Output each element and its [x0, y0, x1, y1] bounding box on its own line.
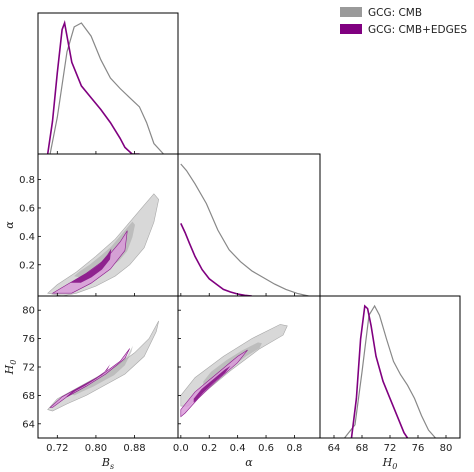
xtick-label-alpha: 0.6: [258, 443, 274, 454]
contour-inner-alpha_H0-series-1: [193, 365, 231, 403]
panel-marginal-H0: [344, 304, 436, 438]
ytick-label-H0: 72: [22, 363, 35, 374]
xtick-label-Bs: 0.72: [46, 443, 68, 454]
legend-label-series-0: GCG: CMB: [368, 7, 422, 19]
panel-frame-2-0: [37, 295, 179, 439]
panel-marginal-alpha: [180, 163, 309, 296]
panel-frame-1-1: [177, 153, 321, 297]
panel-contour-alpha_H0: [180, 324, 288, 418]
ytick-label-H0: 76: [22, 334, 35, 345]
panel-contour-Bs_H0: [47, 320, 159, 412]
xtick-label-H0: 76: [412, 443, 425, 454]
marginal-curve-H0-series-0: [344, 304, 436, 438]
panel-frame-2-2: [319, 295, 461, 439]
legend-swatch-series-0: [340, 7, 362, 17]
contour-inner-Bs_H0-series-1: [66, 364, 110, 397]
contour-outer-Bs_H0-series-1: [49, 348, 130, 408]
ytick-label-alpha: 0.6: [19, 203, 35, 214]
contour-outer-Bs_alpha-series-0: [47, 193, 160, 296]
ticks: 0.72 0.80 0.88 Bs 0.0 0.2 0.4 0.6 0.8 α 64 68 72 76 80…: [3, 151, 452, 471]
xlabel-Bs: Bs: [101, 456, 114, 471]
xtick-label-Bs: 0.88: [123, 443, 145, 454]
xtick-label-H0: 72: [384, 443, 397, 454]
ytick-label-H0: 80: [22, 306, 35, 317]
ytick-label-H0: 64: [22, 419, 35, 430]
xtick-label-H0: 68: [356, 443, 369, 454]
legend-label-series-1: GCG: CMB+EDGES: [368, 24, 467, 36]
marginal-curve-Bs-series-1: [46, 20, 140, 154]
xtick-label-alpha: 0.4: [230, 443, 246, 454]
xtick-label-H0: 64: [328, 443, 341, 454]
contour-outer-alpha_H0-series-1: [180, 349, 248, 418]
legend-swatch-series-1: [340, 24, 362, 34]
marginal-curve-Bs-series-0: [49, 22, 164, 154]
ylabel-alpha: α: [3, 221, 16, 229]
xtick-label-alpha: 0.0: [173, 443, 189, 454]
marginal-curve-H0-series-1: [350, 304, 409, 438]
marginal-curve-alpha-series-1: [180, 223, 252, 296]
ytick-label-alpha: 0.4: [19, 232, 35, 243]
xlabel-alpha: α: [245, 456, 253, 469]
xtick-label-H0: 80: [440, 443, 453, 454]
ylabel-H0: H0: [3, 360, 18, 376]
panel-frame-0-0: [37, 12, 179, 155]
ytick-label-alpha: 0.2: [19, 260, 35, 271]
xtick-label-Bs: 0.80: [85, 443, 107, 454]
contour-inner-Bs_alpha-series-1: [70, 248, 112, 283]
ytick-label-H0: 68: [22, 391, 35, 402]
panel-frame-2-1: [177, 295, 321, 439]
xlabel-H0: H0: [382, 456, 398, 471]
panel-contour-Bs_alpha: [47, 193, 160, 296]
panel-marginal-Bs: [46, 20, 164, 154]
ytick-label-alpha: 0.8: [19, 175, 35, 186]
legend: GCG: CMB GCG: CMB+EDGES: [340, 7, 467, 36]
xtick-label-alpha: 0.2: [201, 443, 217, 454]
marginal-curve-alpha-series-0: [180, 163, 309, 296]
xtick-label-alpha: 0.8: [286, 443, 302, 454]
contour-outer-Bs_alpha-series-1: [51, 230, 128, 294]
